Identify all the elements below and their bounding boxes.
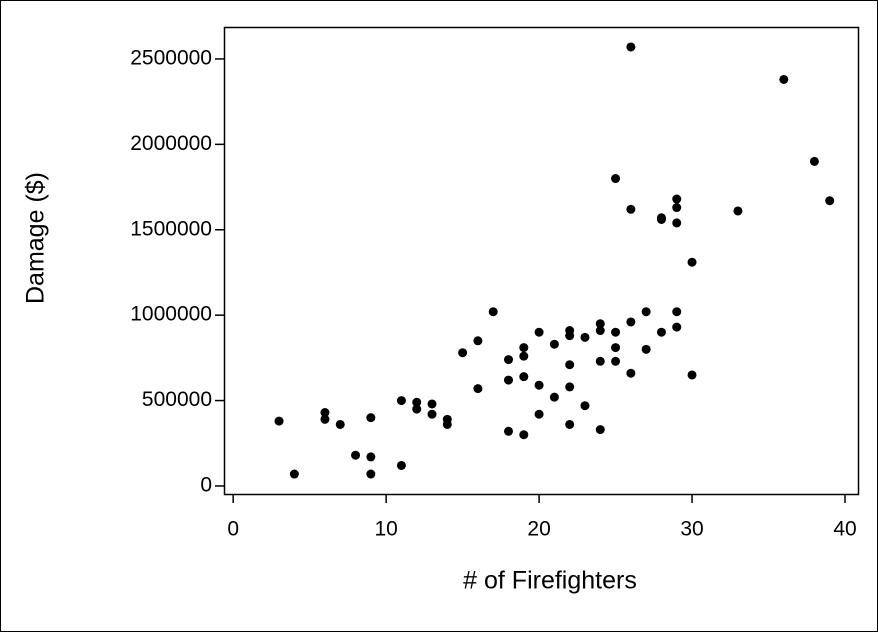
x-tick-label: 10: [374, 518, 397, 541]
point: [335, 419, 345, 429]
x-tick-label: 20: [527, 518, 550, 541]
point: [289, 469, 299, 479]
point: [672, 307, 682, 317]
x-tick-label: 40: [833, 518, 856, 541]
point: [534, 409, 544, 419]
point: [412, 404, 422, 414]
point: [442, 419, 452, 429]
point: [396, 396, 406, 406]
point: [565, 331, 575, 341]
point: [687, 370, 697, 380]
point: [519, 372, 529, 382]
y-tick-label: 2000000: [130, 132, 212, 155]
point: [656, 215, 666, 225]
point: [412, 397, 422, 407]
point: [626, 368, 636, 378]
point: [320, 408, 330, 418]
point: [825, 196, 835, 206]
point: [565, 382, 575, 392]
point: [626, 317, 636, 327]
point: [519, 343, 529, 353]
point: [366, 413, 376, 423]
point: [779, 74, 789, 84]
point: [534, 380, 544, 390]
point: [641, 344, 651, 354]
point: [427, 409, 437, 419]
point: [503, 375, 513, 385]
point: [595, 319, 605, 329]
point: [809, 156, 819, 166]
point: [366, 469, 376, 479]
x-axis-label: # of Firefighters: [463, 567, 637, 595]
point: [733, 206, 743, 216]
point: [672, 194, 682, 204]
point: [565, 360, 575, 370]
point: [320, 414, 330, 424]
point: [549, 339, 559, 349]
point: [595, 356, 605, 366]
point: [473, 384, 483, 394]
point: [427, 399, 437, 409]
point: [503, 426, 513, 436]
y-tick-label: 1000000: [130, 303, 212, 326]
point: [672, 203, 682, 213]
point: [611, 356, 621, 366]
point: [626, 42, 636, 52]
point: [274, 416, 284, 426]
y-tick-label: 1500000: [130, 217, 212, 240]
point: [672, 218, 682, 228]
y-axis-label: Damage ($): [22, 172, 50, 304]
point: [351, 450, 361, 460]
point: [565, 419, 575, 429]
point: [611, 174, 621, 184]
point: [611, 343, 621, 353]
point: [519, 351, 529, 361]
point: [687, 257, 697, 267]
point: [595, 326, 605, 336]
point: [503, 355, 513, 365]
point: [473, 336, 483, 346]
y-tick-label: 2500000: [130, 46, 212, 69]
point: [656, 327, 666, 337]
point: [366, 452, 376, 462]
plot-frame: [223, 26, 860, 496]
point: [534, 327, 544, 337]
point: [641, 307, 651, 317]
point: [626, 204, 636, 214]
point: [672, 322, 682, 332]
y-tick-label: 0: [200, 474, 212, 497]
point: [611, 327, 621, 337]
point: [458, 348, 468, 358]
point: [595, 425, 605, 435]
y-tick-label: 500000: [142, 388, 212, 411]
point: [549, 392, 559, 402]
point: [488, 307, 498, 317]
x-tick-label: 30: [680, 518, 703, 541]
point: [396, 460, 406, 470]
point: [580, 332, 590, 342]
point: [580, 401, 590, 411]
x-tick-label: 0: [227, 518, 239, 541]
point: [519, 430, 529, 440]
